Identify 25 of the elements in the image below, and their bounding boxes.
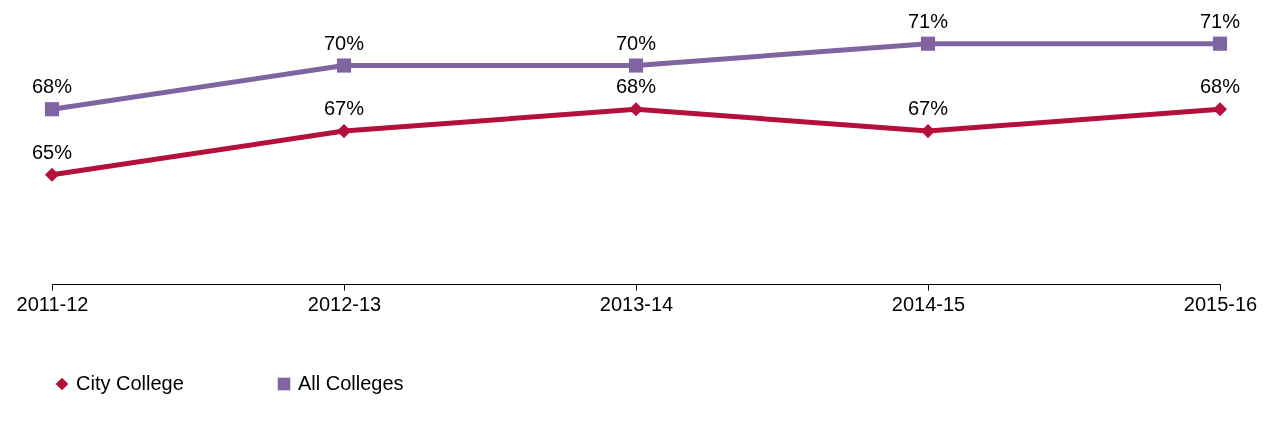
legend-label: City College — [76, 372, 184, 394]
legend-label: All Colleges — [298, 372, 404, 394]
data-label: 68% — [1199, 75, 1241, 98]
x-tick-label: 2014-15 — [891, 292, 966, 315]
point — [920, 36, 936, 51]
data-label: 70% — [323, 31, 365, 54]
data-label: 68% — [31, 75, 73, 98]
data-label: 67% — [907, 97, 949, 120]
data-label: 68% — [615, 75, 657, 98]
point — [628, 102, 644, 117]
point — [336, 58, 352, 73]
x-tick-label: 2013-14 — [599, 292, 674, 315]
point — [44, 102, 60, 117]
data-label: 71% — [907, 9, 949, 32]
data-label: 70% — [615, 31, 657, 54]
point — [628, 58, 644, 73]
data-label: 65% — [31, 140, 73, 163]
point — [44, 167, 60, 182]
data-label: 67% — [323, 97, 365, 120]
x-tick-label: 2011-12 — [16, 292, 89, 315]
point — [1212, 102, 1228, 117]
data-label: 71% — [1199, 9, 1241, 32]
point — [1212, 36, 1228, 51]
x-tick-label: 2012-13 — [307, 292, 382, 315]
x-tick-label: 2015-16 — [1183, 292, 1258, 315]
